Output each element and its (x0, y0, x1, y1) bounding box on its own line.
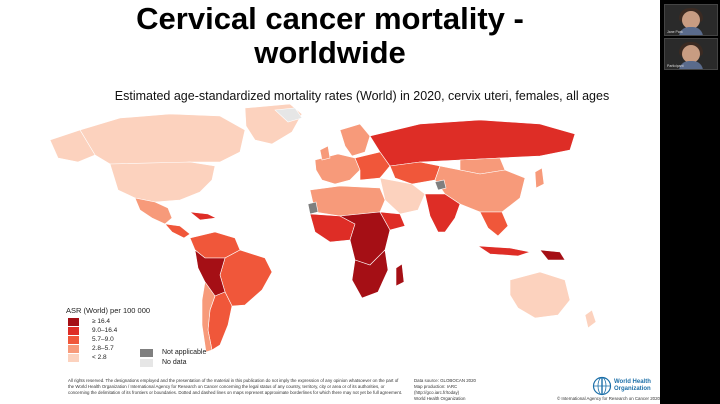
source-line: World Health Organization (414, 396, 466, 401)
slide-title-line2: worldwide (254, 35, 406, 70)
legend-not-applicable-swatch (140, 349, 153, 357)
region-north-africa (309, 185, 386, 217)
avatar (682, 45, 700, 63)
region-uk (319, 145, 331, 161)
region-kazakhstan (389, 161, 441, 185)
who-name: World Health Organization (614, 379, 651, 393)
legend-label: 2.8–5.7 (92, 345, 114, 352)
legend-no-data-label: No data (162, 359, 187, 366)
world-choropleth-map (49, 103, 597, 353)
legend-label: < 2.8 (92, 354, 107, 361)
who-emblem-icon (592, 376, 612, 396)
region-madagascar (395, 263, 405, 287)
video-sidebar: Jane Park Participant (660, 0, 720, 404)
region-no-data-arctic (274, 107, 303, 123)
region-southern-africa (351, 249, 389, 299)
region-australia (509, 271, 571, 319)
video-tile[interactable]: Jane Park (664, 4, 718, 36)
region-caribbean (189, 211, 218, 221)
legend-swatch (68, 345, 79, 353)
region-usa (109, 161, 216, 203)
who-logo: World Health Organization (592, 376, 656, 400)
avatar-body (679, 27, 703, 35)
region-mexico (134, 197, 173, 225)
slide-title-line1: Cervical cancer mortality - (136, 1, 524, 36)
region-japan (534, 167, 545, 189)
data-source: Data source: GLOBOCAN 2020 Map productio… (414, 378, 524, 402)
region-papua-new-guinea (539, 249, 566, 261)
presentation-slide: Cervical cancer mortality - worldwide Es… (0, 0, 660, 404)
participant-name: Jane Park (667, 30, 683, 34)
region-southeast-asia (479, 211, 509, 237)
map-disclaimer: All rights reserved. The designations em… (68, 378, 403, 395)
region-middle-east (379, 177, 426, 215)
legend-label: 9.0–16.4 (92, 327, 118, 334)
participant-name: Participant (667, 64, 684, 68)
copyright: © International Agency for Research on C… (556, 396, 660, 401)
region-western-europe (314, 153, 361, 185)
video-tile[interactable]: Participant (664, 38, 718, 70)
legend-label: 5.7–9.0 (92, 336, 114, 343)
source-line: Map production: IARC (414, 384, 458, 389)
legend-not-applicable-label: Not applicable (162, 349, 207, 356)
region-canada (79, 113, 246, 167)
region-scandinavia (339, 123, 371, 157)
source-line: Data source: GLOBOCAN 2020 (414, 378, 476, 383)
map-legend: ASR (World) per 100 000 ≥ 16.4 9.0–16.4 … (66, 306, 326, 376)
region-alaska (49, 129, 96, 163)
avatar (682, 11, 700, 29)
region-central-america (164, 223, 191, 239)
legend-swatch (68, 327, 79, 335)
region-indonesia (476, 245, 532, 257)
who-name-line: World Health (614, 379, 651, 385)
region-horn-of-africa (379, 211, 406, 231)
avatar-body (679, 61, 703, 69)
legend-title: ASR (World) per 100 000 (66, 306, 151, 315)
map-subtitle: Estimated age-standardized mortality rat… (114, 89, 610, 103)
legend-label: ≥ 16.4 (92, 318, 111, 325)
region-india (424, 193, 461, 233)
who-name-line: Organization (614, 386, 651, 392)
region-chile (201, 281, 216, 353)
source-line: (http://gco.iarc.fr/today) (414, 390, 460, 395)
region-china (434, 165, 526, 213)
legend-swatch (68, 336, 79, 344)
legend-no-data-swatch (140, 359, 153, 367)
legend-swatch (68, 318, 79, 326)
region-new-zealand (584, 309, 597, 329)
legend-swatch (68, 354, 79, 362)
region-western-sahara (307, 201, 319, 215)
region-kashmir (434, 179, 447, 191)
